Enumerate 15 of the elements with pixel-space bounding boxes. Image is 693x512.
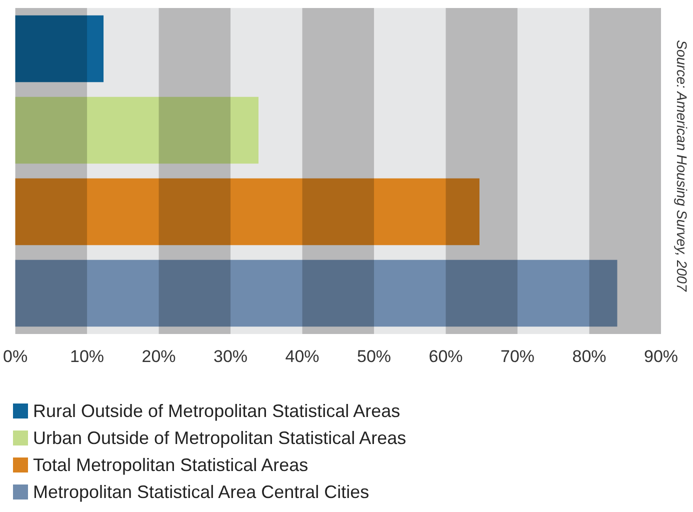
x-tick-label: 90% xyxy=(644,347,678,366)
source-note: Source: American Housing Survey, 2007 xyxy=(674,40,690,293)
legend-label: Urban Outside of Metropolitan Statistical Areas xyxy=(33,428,406,448)
x-tick-label: 50% xyxy=(357,347,392,366)
x-tick-label: 60% xyxy=(428,347,463,366)
x-tick-label: 10% xyxy=(70,347,104,366)
x-tick-label: 20% xyxy=(142,347,176,366)
x-tick-label: 0% xyxy=(2,347,28,366)
legend-label: Rural Outside of Metropolitan Statistical Areas xyxy=(33,401,400,421)
x-tick-label: 70% xyxy=(500,347,535,366)
legend-label: Metropolitan Statistical Area Central Cities xyxy=(33,482,370,502)
x-tick-label: 30% xyxy=(214,347,248,366)
x-tick-label: 80% xyxy=(572,347,606,366)
x-tick-label: 40% xyxy=(285,347,320,366)
legend-label: Total Metropolitan Statistical Areas xyxy=(33,455,308,475)
